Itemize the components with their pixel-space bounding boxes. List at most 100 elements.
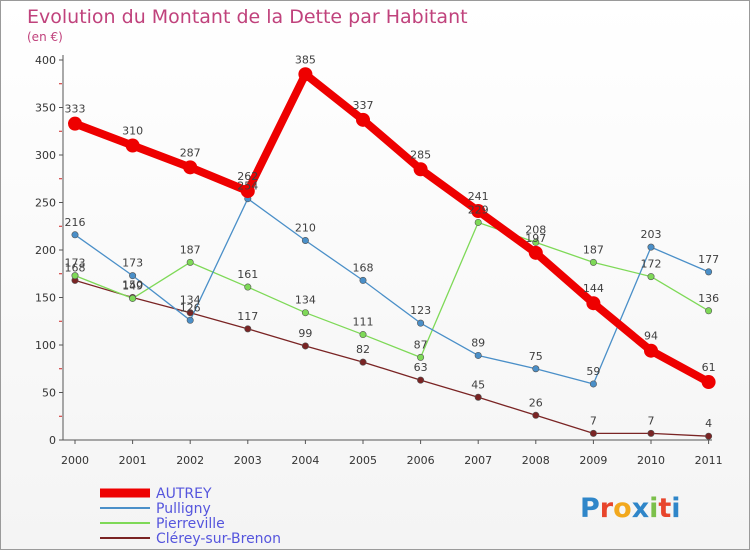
y-tick-label: 400 [35, 54, 56, 67]
data-label: 203 [641, 228, 662, 241]
series-points [68, 67, 716, 440]
data-point [417, 376, 425, 384]
data-point [298, 67, 313, 82]
data-label: 287 [180, 146, 201, 159]
x-tick-label: 2003 [234, 454, 262, 467]
data-label: 134 [180, 294, 201, 307]
x-tick-label: 2010 [637, 454, 665, 467]
data-label: 63 [414, 361, 428, 374]
data-label: 26 [529, 396, 543, 409]
data-label: 285 [410, 148, 431, 161]
chart-title: Evolution du Montant de la Dette par Hab… [27, 6, 468, 28]
data-label: 333 [65, 103, 86, 116]
data-label: 173 [65, 257, 86, 270]
data-point [647, 243, 655, 251]
data-point [474, 218, 482, 226]
x-tick-label: 2000 [61, 454, 89, 467]
data-point [71, 231, 79, 239]
data-point [244, 325, 252, 333]
x-tick-label: 2004 [291, 454, 319, 467]
data-label: 82 [356, 343, 370, 356]
series-line-cl-rey-sur-brenon [74, 279, 710, 437]
data-point [125, 138, 140, 153]
data-point [705, 432, 713, 440]
data-point [589, 429, 597, 437]
data-label: 94 [644, 330, 658, 343]
data-label: 161 [237, 268, 258, 281]
legend-label: Clérey-sur-Brenon [156, 531, 281, 547]
data-label: 111 [353, 316, 374, 329]
x-tick-label: 2002 [176, 454, 204, 467]
data-point [589, 258, 597, 266]
data-point [359, 331, 367, 339]
data-point [413, 162, 428, 177]
x-tick-label: 2008 [522, 454, 550, 467]
y-tick-label: 100 [35, 339, 56, 352]
data-point [68, 116, 82, 131]
data-label: 337 [353, 99, 374, 112]
data-label: 385 [295, 53, 316, 66]
x-tick-label: 2009 [579, 454, 607, 467]
data-label: 123 [410, 304, 431, 317]
x-tick-label: 2006 [407, 454, 435, 467]
data-label: 144 [583, 282, 604, 295]
data-label: 61 [702, 361, 716, 374]
data-point [589, 380, 597, 388]
data-label: 241 [468, 190, 489, 203]
data-point [129, 294, 137, 302]
data-label: 149 [122, 279, 143, 292]
data-point [417, 319, 425, 327]
data-label: 168 [65, 261, 86, 274]
legend-label: Pulligny [156, 501, 211, 517]
data-label: 89 [471, 336, 485, 349]
data-label: 216 [65, 216, 86, 229]
data-label: 45 [471, 378, 485, 391]
data-point [359, 358, 367, 366]
data-point [71, 272, 79, 280]
x-tick-label: 2011 [695, 454, 723, 467]
data-point [471, 204, 486, 219]
data-point [244, 283, 252, 291]
data-point [647, 273, 655, 281]
data-label: 262 [237, 170, 258, 183]
data-point [705, 268, 713, 276]
data-label: 310 [122, 125, 143, 138]
svg-text:Proxiti: Proxiti [580, 493, 681, 524]
data-label: 229 [468, 203, 489, 216]
data-label: 136 [698, 292, 719, 305]
data-point [474, 393, 482, 401]
data-point [129, 272, 137, 280]
x-tick-label: 2005 [349, 454, 377, 467]
data-label: 4 [705, 417, 712, 430]
data-label: 172 [641, 258, 662, 271]
data-point [532, 365, 540, 373]
data-point [528, 245, 543, 260]
data-label: 197 [525, 232, 546, 245]
data-label: 168 [353, 261, 374, 274]
proxiti-logo: Proxiti [580, 493, 681, 524]
data-label: 75 [529, 350, 543, 363]
data-point [240, 184, 255, 199]
data-label: 87 [414, 338, 428, 351]
legend-label: AUTREY [156, 486, 212, 502]
series-lines [71, 70, 713, 437]
data-point [301, 309, 309, 317]
data-point [701, 375, 716, 390]
data-label: 187 [180, 243, 201, 256]
data-point [359, 276, 367, 284]
data-label: 210 [295, 222, 316, 235]
data-point [301, 342, 309, 350]
data-labels: 333 310 287 262 385 337 285 241 197 144 94 61 216 173… [65, 53, 720, 430]
data-label: 187 [583, 243, 604, 256]
data-label: 134 [295, 294, 316, 307]
data-point [417, 353, 425, 361]
legend: AUTREYPullignyPierrevilleClérey-sur-Bren… [100, 486, 281, 547]
y-tick-label: 250 [35, 197, 56, 210]
data-point [705, 307, 713, 315]
data-label: 99 [298, 327, 312, 340]
data-point [647, 429, 655, 437]
data-point [356, 112, 370, 127]
data-point [644, 343, 658, 358]
